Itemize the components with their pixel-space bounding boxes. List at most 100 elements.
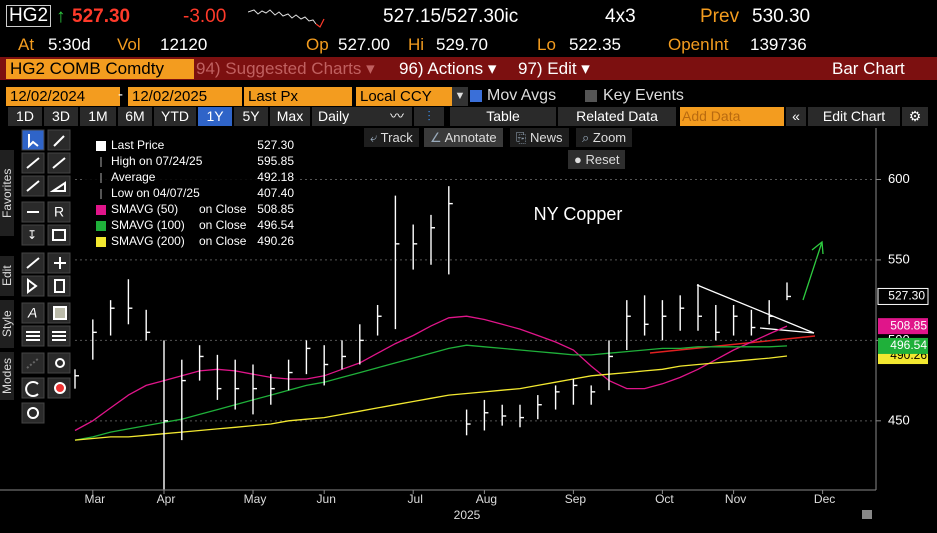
value-tag-label: 508.85 <box>890 318 927 332</box>
red-annotation-line <box>649 335 816 354</box>
bar-tool[interactable]: ⫶ <box>414 107 444 126</box>
sparkline <box>248 9 325 28</box>
menu-item[interactable]: 94) Suggested Charts ▾ <box>196 59 375 78</box>
value-tag <box>878 318 928 335</box>
legend-label: Low on 04/07/25 <box>111 186 200 200</box>
edit-chart[interactable]: Edit Chart <box>808 107 900 126</box>
legend-source: on Close <box>199 218 247 232</box>
end-date[interactable]: 12/02/2025 <box>128 87 242 106</box>
period-button[interactable]: 1M <box>80 107 116 126</box>
y-tick-label: 450 <box>888 412 910 427</box>
menu-bar: HG2 COMB Comdty 94) Suggested Charts ▾ 9… <box>0 57 937 80</box>
x-axis-title: 2025 <box>454 508 481 522</box>
reset-button[interactable]: ● Reset <box>568 150 626 169</box>
price-tag <box>877 287 929 305</box>
checkbox-checked[interactable] <box>470 90 482 102</box>
moving-average-line <box>74 355 788 441</box>
x-tick-label: May <box>244 492 267 506</box>
value-tag <box>878 337 928 354</box>
line-tool[interactable]: 〰 <box>382 107 412 126</box>
svg-text:↧: ↧ <box>27 228 37 242</box>
legend-label: Last Price <box>111 138 165 152</box>
key-events[interactable]: Key Events <box>603 87 684 104</box>
menu-item[interactable]: 97) Edit ▾ <box>518 59 590 78</box>
related-data[interactable]: Related Data <box>558 107 676 126</box>
stat-value: 12120 <box>160 35 208 54</box>
bid-ask: 527.15/527.30ic <box>383 6 519 27</box>
security-field[interactable]: HG2 COMB Comdty <box>6 59 194 79</box>
x-tick-label: Mar <box>84 492 105 506</box>
dropdown-arrow[interactable]: ▼ <box>452 87 468 106</box>
legend: Last Price 527.30 High on 07/24/25 595.85 Av… <box>83 135 299 257</box>
period-button[interactable]: 3D <box>44 107 78 126</box>
legend-value: 407.40 <box>257 186 294 200</box>
period-button[interactable]: Max <box>270 107 310 126</box>
track-button[interactable]: ⤶ Track <box>364 128 419 147</box>
legend-value: 492.18 <box>257 170 294 184</box>
zoom-button[interactable]: ⌕ Zoom <box>576 128 633 147</box>
legend-swatch <box>96 221 106 231</box>
net-change: -3.00 <box>183 6 227 27</box>
moving-average-line <box>74 344 788 441</box>
news-button[interactable]: ⎘ News <box>510 128 569 147</box>
period-button[interactable]: YTD <box>154 107 196 126</box>
bid-ask-size: 4x3 <box>605 6 636 27</box>
stat-label: Hi <box>408 35 425 54</box>
period-button[interactable]: 6M <box>118 107 152 126</box>
tool-label: News <box>530 130 563 145</box>
currency-select[interactable]: Local CCY <box>356 87 456 106</box>
period-button[interactable]: 1D <box>8 107 42 126</box>
settings[interactable]: ⚙ <box>902 107 928 126</box>
legend-swatch <box>96 237 106 247</box>
tool-icons: R ↧ A <box>25 134 67 419</box>
stat-label: At <box>18 35 35 54</box>
mov-avgs[interactable]: Mov Avgs <box>487 87 557 104</box>
period-button[interactable]: 5Y <box>234 107 268 126</box>
collapse[interactable]: « <box>786 107 806 126</box>
chart-title: NY Copper <box>534 204 623 224</box>
price-chart: NY Copper 450500550600MarAprMayJunJulAug… <box>0 128 929 522</box>
legend-value: 496.54 <box>257 218 294 232</box>
legend-source: on Close <box>199 202 247 216</box>
ticker[interactable]: HG2 <box>6 5 52 27</box>
stat-label: OpenInt <box>668 35 729 54</box>
legend-swatch <box>96 205 106 215</box>
last-price: 527.30 <box>72 6 131 27</box>
annotate-button[interactable]: ∠ Annotate <box>424 128 503 147</box>
stat-value: 527.00 <box>338 35 390 54</box>
add-data[interactable]: Add Data <box>680 107 784 126</box>
stat-label: Vol <box>117 35 141 54</box>
tool-label: Track <box>380 130 413 145</box>
stat-value: 139736 <box>750 35 807 54</box>
svg-text:R: R <box>54 204 64 220</box>
tool-label: Reset <box>585 152 620 167</box>
tick-arrow: ↑ <box>56 6 66 27</box>
frequency-select[interactable]: Daily <box>312 107 384 126</box>
checkbox[interactable] <box>585 90 597 102</box>
y-tick-label: 550 <box>888 251 910 266</box>
price-tag-label: 527.30 <box>888 289 925 303</box>
legend-box <box>83 135 299 257</box>
start-date[interactable]: 12/02/2024 <box>6 87 120 106</box>
tool-label: Zoom <box>592 130 627 145</box>
stat-value: 522.35 <box>569 35 621 54</box>
legend-value: 595.85 <box>257 154 294 168</box>
stat-label: Lo <box>537 35 556 54</box>
x-tick-label: Aug <box>476 492 497 506</box>
legend-label: Average <box>111 170 156 184</box>
trendline-annotation <box>696 284 815 334</box>
lock-icon <box>862 510 872 519</box>
value-tag-label: 496.54 <box>890 338 927 352</box>
table-button[interactable]: Table <box>450 107 556 126</box>
stat-value: 529.70 <box>436 35 488 54</box>
menu-item[interactable]: 96) Actions ▾ <box>399 59 497 78</box>
legend-swatch <box>96 141 106 151</box>
period-button-active[interactable]: 1Y <box>198 107 232 126</box>
date-dash: - <box>118 86 123 103</box>
field-select[interactable]: Last Px <box>244 87 352 106</box>
legend-value: 527.30 <box>257 138 294 152</box>
up-arrow-annotation <box>802 240 824 301</box>
chart-type: Bar Chart <box>832 59 905 78</box>
legend-label: SMAVG (100) <box>111 218 185 232</box>
